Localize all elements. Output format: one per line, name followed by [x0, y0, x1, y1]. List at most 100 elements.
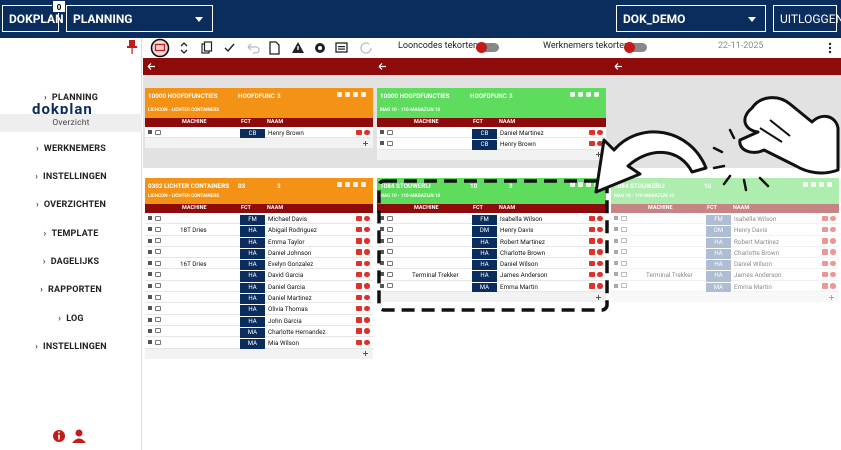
employee-row[interactable]: HA Daniel Wilson	[611, 258, 839, 271]
comment-icon[interactable]	[155, 226, 161, 232]
grid-icon[interactable]	[614, 238, 618, 243]
employee-row[interactable]: MA Emma Martin	[377, 281, 606, 294]
employee-row[interactable]: HA Robert Martinez	[611, 236, 839, 248]
grid-icon[interactable]	[380, 261, 384, 266]
logout-button[interactable]: UITLOGGEN	[773, 5, 841, 32]
card-action[interactable]	[586, 182, 591, 187]
card-header[interactable]: 0302 LICHTER CONTAINERS 03 3 LICHCON - LICH…	[145, 178, 373, 204]
card-action[interactable]	[594, 92, 599, 97]
grid-icon[interactable]	[380, 227, 384, 232]
comment-icon[interactable]	[155, 260, 161, 266]
person-icon[interactable]	[356, 129, 362, 135]
card-action[interactable]	[578, 92, 583, 97]
grid-icon[interactable]	[380, 238, 384, 243]
toggle-switch[interactable]	[624, 42, 647, 53]
info-icon[interactable]	[830, 271, 836, 278]
sidebar-subitem[interactable]: Overzicht	[0, 114, 142, 132]
grid-icon[interactable]	[614, 249, 618, 254]
person-icon[interactable]	[356, 215, 362, 221]
comment-icon[interactable]	[387, 283, 393, 289]
info-icon[interactable]	[364, 339, 370, 346]
grid-icon[interactable]	[148, 261, 152, 266]
card-header[interactable]: 10000 HOOFDFUNCTIES HOOFDFUNC 3 MAG 10 - 11…	[377, 88, 606, 118]
info-icon[interactable]	[830, 260, 836, 267]
grid-icon[interactable]	[380, 216, 384, 220]
comment-icon[interactable]	[155, 249, 161, 255]
employee-row[interactable]: HA Daniel Martinez	[145, 292, 373, 305]
grid-icon[interactable]	[380, 249, 384, 254]
sidebar-item[interactable]: DAGELIJKS	[0, 257, 142, 267]
person-icon[interactable]	[356, 305, 362, 312]
comment-icon[interactable]	[621, 271, 627, 277]
add-row[interactable]	[611, 292, 839, 303]
person-icon[interactable]	[822, 283, 828, 289]
comment-icon[interactable]	[387, 129, 393, 135]
grid-icon[interactable]	[614, 227, 618, 232]
employee-row[interactable]: FM Isabella Wilson	[611, 213, 839, 226]
employee-row[interactable]: 16T Dries HA Evelyn Gonzalez	[145, 258, 373, 271]
card-action[interactable]	[819, 182, 824, 187]
info-icon[interactable]	[364, 294, 370, 301]
card-action[interactable]	[345, 92, 350, 97]
info-icon[interactable]	[364, 317, 370, 323]
person-icon[interactable]	[589, 249, 595, 255]
card-action[interactable]	[345, 182, 350, 187]
info-icon[interactable]	[830, 226, 836, 233]
person-icon[interactable]	[356, 283, 362, 289]
pin-icon[interactable]	[126, 40, 138, 54]
employee-row[interactable]: MA Mia Wilson	[145, 337, 373, 350]
card-action[interactable]	[578, 182, 583, 187]
grid-icon[interactable]	[148, 340, 152, 345]
environment-select[interactable]: DOK_DEMO	[616, 5, 766, 32]
grid-icon[interactable]	[148, 249, 152, 254]
comment-icon[interactable]	[621, 226, 627, 232]
comment-icon[interactable]	[387, 226, 393, 232]
grid-icon[interactable]	[614, 261, 618, 266]
comment-icon[interactable]	[155, 129, 161, 135]
employee-row[interactable]: FM Isabella Wilson	[377, 213, 606, 226]
sidebar-item[interactable]: RAPPORTEN	[0, 285, 142, 295]
employee-row[interactable]: MA Charlotte Hernandez	[145, 326, 373, 339]
employee-row[interactable]: FM Michael Davis	[145, 213, 373, 226]
info-icon[interactable]	[597, 249, 603, 255]
grid-icon[interactable]	[614, 216, 618, 220]
comment-icon[interactable]	[387, 260, 393, 266]
sidebar-item[interactable]: LOG	[0, 314, 142, 324]
sidebar-item[interactable]: TEMPLATE	[0, 229, 142, 239]
comment-icon[interactable]	[621, 283, 627, 289]
person-icon[interactable]	[356, 238, 362, 244]
comment-icon[interactable]	[387, 140, 393, 146]
card-action[interactable]	[570, 92, 575, 97]
undo-button[interactable]	[247, 43, 260, 54]
info-icon[interactable]	[364, 260, 370, 267]
info-icon[interactable]	[364, 129, 370, 135]
person-icon[interactable]	[589, 283, 595, 289]
grid-icon[interactable]	[148, 227, 152, 232]
employee-row[interactable]: CB Henry Brown	[145, 127, 373, 140]
expand-button[interactable]	[180, 42, 188, 54]
comment-icon[interactable]	[621, 260, 627, 266]
card-action[interactable]	[353, 182, 358, 187]
info-icon[interactable]	[830, 283, 836, 289]
employee-row[interactable]: CB Daniel Martinez	[377, 127, 606, 140]
comment-icon[interactable]	[387, 238, 393, 244]
info-icon[interactable]	[597, 140, 603, 147]
info-icon[interactable]	[364, 328, 370, 334]
person-icon[interactable]	[356, 317, 362, 323]
person-icon[interactable]	[589, 271, 595, 278]
add-row[interactable]	[145, 138, 373, 149]
employee-row[interactable]: HA Charlotte Brown	[377, 247, 606, 260]
module-select[interactable]: PLANNING	[66, 5, 213, 32]
grid-icon[interactable]	[148, 130, 152, 134]
sidebar-item[interactable]: PLANNING	[0, 93, 142, 103]
grid-icon[interactable]	[614, 272, 618, 277]
info-icon[interactable]	[364, 238, 370, 244]
employee-row[interactable]: Terminal Trekker HA James Anderson	[611, 269, 839, 282]
employee-row[interactable]: HA Daniel Garcia	[145, 281, 373, 294]
info-icon[interactable]	[364, 215, 370, 221]
employee-row[interactable]: MA Emma Martin	[611, 281, 839, 294]
card-action[interactable]	[594, 182, 599, 187]
employee-row[interactable]: HA Robert Martinez	[377, 236, 606, 248]
sidebar-item[interactable]: INSTELLINGEN	[0, 342, 142, 352]
info-icon[interactable]	[597, 226, 603, 233]
